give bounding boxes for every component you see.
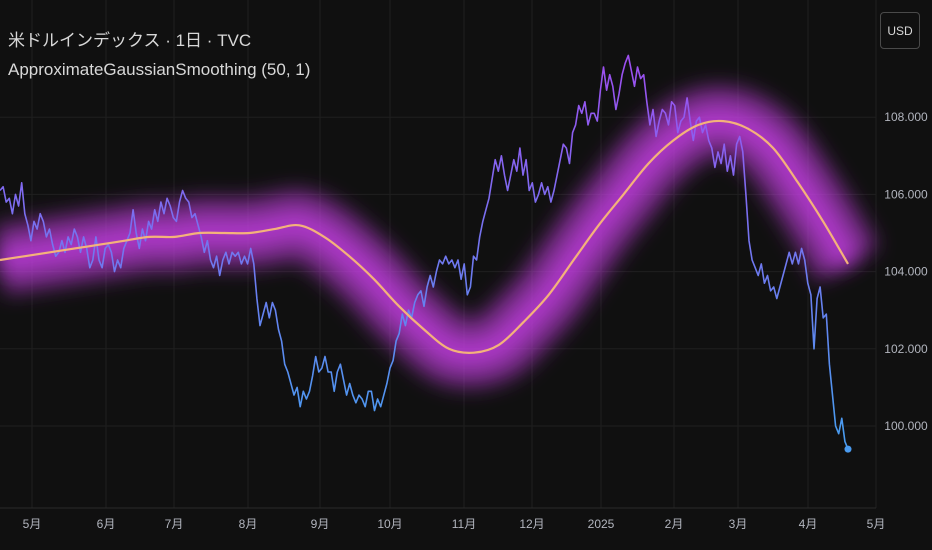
y-tick-label: 106.000 bbox=[884, 187, 928, 201]
x-tick-label: 4月 bbox=[799, 517, 818, 531]
smoothing-line bbox=[0, 119, 849, 354]
y-tick-label: 100.000 bbox=[884, 419, 928, 433]
axes: 5月 6月 7月 8月 9月 10月 11月 12月 2025 2月 3月 4月 5月 100.000 10… bbox=[0, 110, 928, 531]
x-tick-label: 3月 bbox=[729, 517, 748, 531]
x-tick-label: 2025 bbox=[588, 517, 615, 531]
x-tick-label: 10月 bbox=[377, 517, 402, 531]
x-tick-label: 9月 bbox=[311, 517, 330, 531]
x-tick-label: 11月 bbox=[452, 517, 476, 531]
smoothing-glow bbox=[0, 85, 879, 388]
chart-title: 米ドルインデックス · 1日 · TVC bbox=[8, 31, 252, 50]
y-tick-label: 102.000 bbox=[884, 342, 928, 356]
grid bbox=[0, 0, 877, 508]
currency-button[interactable]: USD bbox=[880, 12, 920, 49]
x-tick-label: 7月 bbox=[165, 517, 184, 531]
indicator-title: ApproximateGaussianSmoothing (50, 1) bbox=[8, 60, 311, 79]
x-tick-label: 12月 bbox=[519, 517, 544, 531]
x-tick-label: 5月 bbox=[23, 517, 42, 531]
x-tick-label: 8月 bbox=[239, 517, 258, 531]
last-price-dot bbox=[844, 445, 852, 453]
price-line bbox=[0, 54, 849, 450]
series bbox=[0, 54, 852, 453]
x-tick-label: 5月 bbox=[867, 517, 886, 531]
x-tick-label: 6月 bbox=[97, 517, 116, 531]
y-tick-label: 108.000 bbox=[884, 110, 928, 124]
x-tick-label: 2月 bbox=[665, 517, 684, 531]
y-tick-label: 104.000 bbox=[884, 265, 928, 279]
